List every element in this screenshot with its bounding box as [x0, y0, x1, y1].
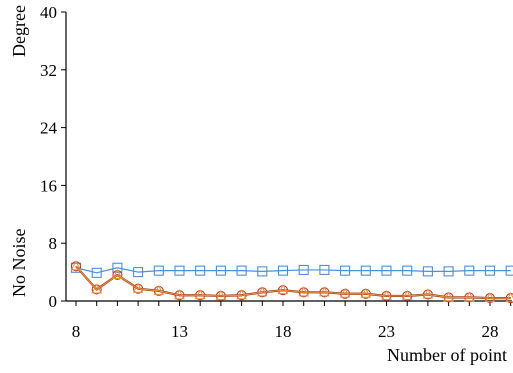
y-axis-title: Degree [9, 5, 29, 57]
series-line [75, 265, 511, 299]
y-tick-label: 40 [40, 3, 57, 22]
x-axis-title: Number of point [387, 345, 507, 365]
data-point [402, 265, 413, 276]
data-point [236, 265, 247, 276]
x-tick-label: 8 [72, 322, 81, 341]
data-point [381, 289, 392, 300]
data-point [112, 262, 123, 273]
data-point [484, 292, 496, 303]
data-point [277, 284, 289, 295]
data-point [195, 265, 206, 276]
data-point [505, 265, 513, 276]
y-tick-label: 24 [40, 119, 58, 138]
data-point [422, 266, 433, 277]
axes [65, 12, 512, 302]
data-point [70, 260, 82, 271]
x-ticks: 8 13 18 23 28 [72, 301, 512, 341]
series-square [70, 262, 513, 278]
data-point [91, 283, 103, 294]
y-tick-label: 16 [40, 176, 57, 195]
data-point [401, 289, 413, 300]
data-point [174, 265, 185, 276]
data-point [215, 289, 227, 300]
data-point [174, 289, 185, 300]
data-point [319, 264, 330, 275]
x-tick-label: 28 [482, 322, 499, 341]
series-triangle [70, 260, 513, 303]
data-point [298, 286, 310, 297]
data-point [360, 265, 371, 276]
data-point [91, 267, 102, 278]
data-point [153, 265, 164, 276]
data-point [236, 289, 247, 300]
y-tick-label: 0 [49, 292, 58, 311]
y-ticks: 0 8 16 24 32 40 [40, 3, 66, 311]
data-point [381, 265, 392, 276]
y-tick-label: 32 [40, 61, 57, 80]
data-point [319, 286, 330, 297]
data-point [277, 265, 289, 276]
y-axis-subtitle: No Noise [9, 228, 29, 297]
data-point [132, 282, 144, 293]
data-point [360, 287, 372, 298]
x-tick-label: 23 [378, 322, 395, 341]
x-tick-label: 18 [275, 322, 292, 341]
data-point [464, 265, 475, 276]
data-point [422, 288, 434, 299]
data-point [215, 265, 226, 276]
data-point [339, 287, 351, 298]
data-point [256, 286, 268, 297]
series-line [75, 267, 511, 274]
data-point [194, 289, 206, 300]
data-point [463, 291, 475, 302]
data-point [257, 266, 268, 277]
data-point [298, 264, 309, 275]
data-point [153, 284, 165, 295]
data-point [484, 265, 496, 276]
data-point [443, 291, 454, 302]
data-point [112, 268, 123, 279]
x-tick-label: 13 [171, 322, 188, 341]
y-tick-label: 8 [49, 234, 58, 253]
data-point [133, 267, 144, 278]
series-layer [70, 260, 513, 304]
data-point [340, 265, 351, 276]
data-point [443, 266, 454, 277]
